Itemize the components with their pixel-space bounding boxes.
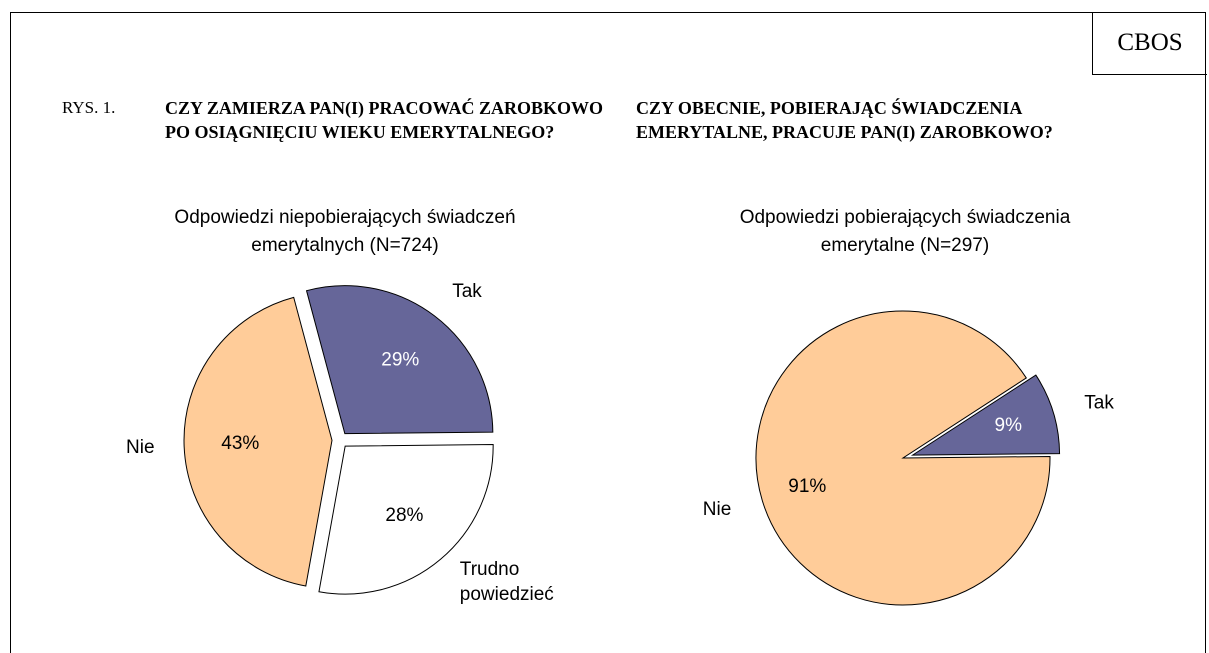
value-label: 29% [381, 350, 419, 371]
category-label: Nie [703, 499, 732, 520]
category-label: Tak [452, 281, 482, 302]
pie-slice [183, 296, 333, 587]
chart-subtitle: Odpowiedzi pobierających świadczenia eme… [739, 207, 1071, 256]
chart-title: CZY ZAMIERZA PAN(I) PRACOWAĆ ZAROBKOWO P… [165, 98, 604, 142]
chart-title: CZY OBECNIE, POBIERAJĄC ŚWIADCZENIA EMER… [636, 98, 1053, 142]
chart-subtitle: Odpowiedzi niepobierających świadczeń em… [174, 207, 516, 256]
pie-slice [318, 444, 494, 595]
value-label: 28% [385, 505, 423, 526]
value-label: 9% [995, 415, 1023, 436]
pie-slice [305, 285, 494, 435]
pie-slice [910, 374, 1061, 456]
pie-slice [755, 310, 1051, 606]
category-label: Trudno powiedzieć [460, 559, 554, 605]
figure-label: RYS. 1. [62, 98, 116, 117]
corner-label: CBOS [1092, 12, 1207, 75]
frame [10, 12, 1206, 653]
category-label: Tak [1084, 392, 1114, 413]
value-label: 91% [788, 476, 826, 497]
value-label: 43% [221, 433, 259, 454]
category-label: Nie [126, 437, 155, 458]
